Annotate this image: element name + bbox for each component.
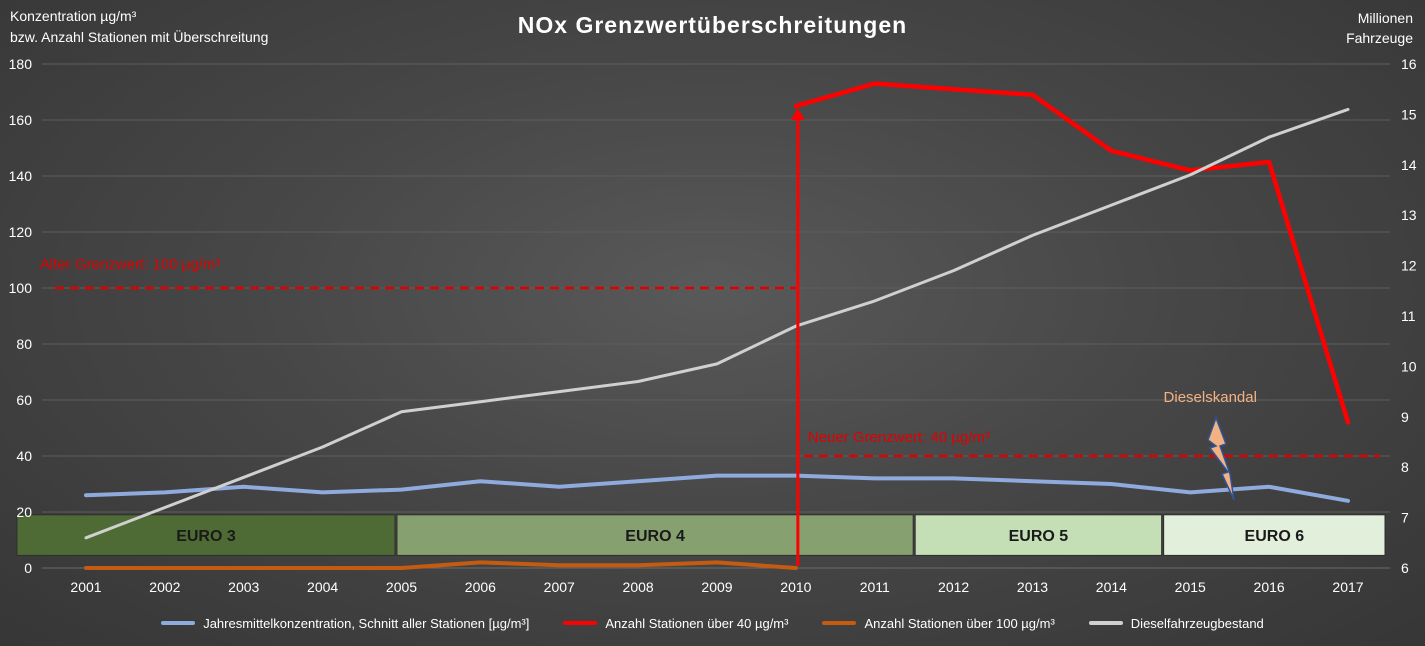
- series-line: [84, 473, 1350, 503]
- y-right-tick-label: 15: [1401, 106, 1417, 122]
- euro-band: [16, 514, 396, 556]
- series-line: [84, 560, 798, 570]
- x-tick-label: 2007: [544, 579, 575, 595]
- y-right-tick-label: 12: [1401, 258, 1417, 274]
- series-line: [793, 81, 1351, 425]
- legend-item: Dieselfahrzeugbestand: [1088, 612, 1264, 634]
- y-left-tick-label: 60: [16, 392, 32, 408]
- axis-ticks: 0 20 40 60 80 100 120 140 160 180 6 7 8 9 10 11 12 13 14 15…: [9, 56, 1417, 595]
- y-right-tick-label: 14: [1401, 157, 1417, 173]
- x-tick-label: 2016: [1254, 579, 1285, 595]
- x-tick-label: 2006: [465, 579, 496, 595]
- y-right-tick-label: 16: [1401, 56, 1417, 72]
- x-tick-label: 2014: [1096, 579, 1127, 595]
- legend-swatch: [822, 621, 857, 625]
- x-tick-label: 2017: [1332, 579, 1363, 595]
- x-tick-label: 2013: [1017, 579, 1048, 595]
- legend-label: Anzahl Stationen über 40 µg/m³: [605, 615, 789, 631]
- y-right-tick-label: 7: [1401, 510, 1409, 526]
- chart-title: NOx Grenzwertüberschreitungen: [517, 12, 908, 38]
- y-right-tick-label: 11: [1401, 308, 1416, 324]
- x-tick-label: 2001: [70, 579, 101, 595]
- y-right-tick-label: 13: [1401, 207, 1417, 223]
- legend-item: Anzahl Stationen über 40 µg/m³: [563, 612, 788, 634]
- x-tick-label: 2008: [623, 579, 654, 595]
- legend-label: Anzahl Stationen über 100 µg/m³: [864, 615, 1055, 631]
- x-tick-label: 2005: [386, 579, 417, 595]
- legend-swatch: [161, 621, 196, 625]
- y-left-tick-label: 80: [16, 336, 32, 352]
- euro-band: [396, 514, 914, 556]
- x-tick-label: 2012: [938, 579, 969, 595]
- threshold-label: Alter Grenzwert: 100 µg/m³: [40, 256, 220, 273]
- euro-band: [914, 514, 1163, 556]
- threshold-label: Neuer Grenzwert: 40 µg/m³: [808, 429, 990, 446]
- y-left-tick-label: 140: [9, 168, 33, 184]
- euro-band-label: EURO 4: [625, 528, 685, 545]
- right-axis-title: Millionen Fahrzeuge: [1346, 8, 1413, 48]
- legend-swatch: [563, 621, 598, 625]
- x-tick-label: 2009: [701, 579, 732, 595]
- y-left-tick-label: 100: [9, 280, 33, 296]
- euro-band-label: EURO 3: [176, 528, 236, 545]
- x-tick-label: 2003: [228, 579, 259, 595]
- y-left-tick-label: 20: [16, 504, 32, 520]
- left-axis-label-line2: bzw. Anzahl Stationen mit Überschreitung: [10, 29, 269, 45]
- euro-bands: EURO 3 EURO 4 EURO 5 EURO 6: [16, 514, 1386, 556]
- x-tick-label: 2015: [1175, 579, 1206, 595]
- y-right-tick-label: 9: [1401, 409, 1409, 425]
- left-axis-title: Konzentration µg/m³ bzw. Anzahl Statione…: [10, 6, 268, 48]
- legend-item: Jahresmittelkonzentration, Schnitt aller…: [161, 612, 529, 634]
- annotations: Dieselskandal: [790, 108, 1257, 566]
- y-right-tick-label: 8: [1401, 459, 1409, 475]
- euro-band-label: EURO 6: [1245, 528, 1305, 545]
- x-tick-label: 2004: [307, 579, 338, 595]
- euro-band: [1163, 514, 1386, 556]
- annotation-label: Dieselskandal: [1164, 389, 1257, 406]
- x-tick-label: 2002: [149, 579, 180, 595]
- y-left-tick-label: 120: [9, 224, 33, 240]
- y-right-tick-label: 10: [1401, 358, 1417, 374]
- right-axis-label-line2: Fahrzeuge: [1346, 30, 1413, 46]
- legend-label: Jahresmittelkonzentration, Schnitt aller…: [203, 615, 530, 631]
- right-axis-label-line1: Millionen: [1357, 10, 1413, 26]
- y-left-tick-label: 40: [16, 448, 32, 464]
- x-tick-label: 2010: [780, 579, 811, 595]
- legend-swatch: [1088, 621, 1123, 625]
- vertical-marker-arrowhead: [790, 108, 805, 120]
- series-line: [84, 107, 1350, 540]
- legend-item: Anzahl Stationen über 100 µg/m³: [822, 612, 1055, 634]
- series-lines: [84, 81, 1351, 570]
- y-right-tick-label: 6: [1401, 560, 1409, 576]
- euro-band-label: EURO 5: [1009, 528, 1069, 545]
- legend: Jahresmittelkonzentration, Schnitt aller…: [0, 612, 1425, 634]
- y-left-tick-label: 180: [9, 56, 33, 72]
- y-left-tick-label: 0: [24, 560, 32, 576]
- x-tick-label: 2011: [860, 579, 890, 595]
- lightning-bolt-icon: [1207, 415, 1235, 501]
- legend-label: Dieselfahrzeugbestand: [1130, 615, 1264, 631]
- threshold-lines: Alter Grenzwert: 100 µg/m³ Neuer Grenzwer…: [40, 256, 1380, 458]
- left-axis-label-line1: Konzentration µg/m³: [10, 8, 137, 24]
- y-left-tick-label: 160: [9, 112, 33, 128]
